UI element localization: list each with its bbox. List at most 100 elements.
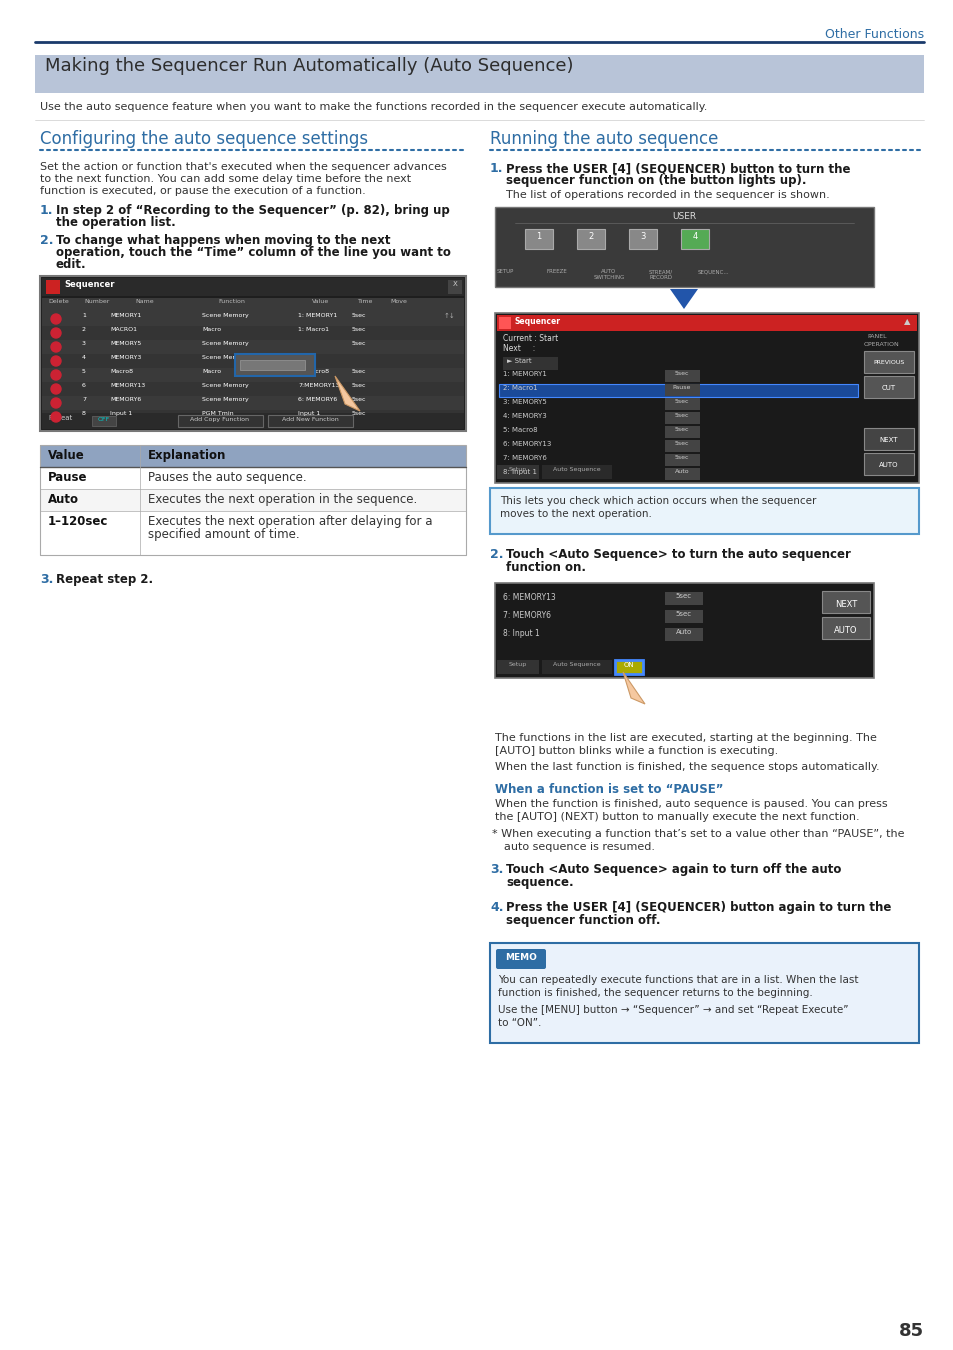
Text: 5sec: 5sec [352,327,366,332]
Text: Macro: Macro [202,369,221,374]
Text: Making the Sequencer Run Automatically (Auto Sequence): Making the Sequencer Run Automatically (… [45,57,573,76]
Bar [502,356,558,370]
Text: You can repeatedly execute functions that are in a list. When the last: You can repeatedly execute functions tha… [497,975,858,985]
Text: 1: Macro1: 1: Macro1 [297,327,329,332]
Text: 6: 6 [82,383,86,387]
Bar [91,416,116,427]
Text: function is finished, the sequencer returns to the beginning.: function is finished, the sequencer retu… [497,988,812,998]
Text: sequence.: sequence. [505,876,573,890]
Text: 1.: 1. [40,204,53,217]
Text: Move: Move [390,298,406,304]
Text: Repeat step 2.: Repeat step 2. [56,572,153,586]
Text: 5sec: 5sec [352,369,366,374]
Text: Value: Value [312,298,329,304]
Text: ► Start: ► Start [506,358,531,364]
Text: 1–120sec: 1–120sec [48,514,109,528]
Text: 1: 1 [82,313,86,319]
Text: Set the action or function that's executed when the sequencer advances: Set the action or function that's execut… [40,162,446,171]
Text: When the function is finished, auto sequence is paused. You can press: When the function is finished, auto sequ… [495,799,886,809]
Text: 5sec: 5sec [674,441,688,446]
Text: Sequencer: Sequencer [515,317,560,325]
Text: Scene Memory: Scene Memory [202,355,249,360]
Bar [234,354,314,377]
Bar [497,464,538,479]
Text: 2: 2 [82,327,86,332]
Bar [821,591,869,613]
Text: to “ON”.: to “ON”. [497,1018,540,1027]
Text: FREEZE: FREEZE [546,269,567,274]
Circle shape [51,383,61,394]
Text: Configuring the auto sequence settings: Configuring the auto sequence settings [40,130,368,148]
Text: This lets you check which action occurs when the sequencer: This lets you check which action occurs … [499,495,816,506]
Text: Number: Number [84,298,110,304]
Text: 4: MEMORY3: 4: MEMORY3 [502,413,546,418]
Text: Pauses the auto sequence.: Pauses the auto sequence. [148,471,306,485]
Bar [664,383,700,396]
Text: 1.: 1. [490,162,503,176]
Text: Auto: Auto [48,493,79,506]
Text: OFF: OFF [98,417,110,423]
Bar [498,317,511,329]
Bar [42,312,463,325]
Text: Time: Time [357,298,373,304]
Text: AUTO
SWITCHING: AUTO SWITCHING [593,269,624,279]
Bar [490,944,918,1044]
Text: MACRO1: MACRO1 [110,327,137,332]
Text: 3.: 3. [490,863,503,876]
Bar [541,660,612,674]
Text: 3: 3 [639,232,645,242]
Text: AUTO: AUTO [833,626,857,634]
Text: Sequencer: Sequencer [64,279,114,289]
Bar [497,660,538,674]
Bar [541,464,612,479]
Text: 4: 4 [692,232,697,242]
Circle shape [51,315,61,324]
Text: 5: Macro8: 5: Macro8 [502,427,537,433]
Text: 7: MEMORY6: 7: MEMORY6 [502,612,551,620]
Text: Press the USER [4] (SEQUENCER) button again to turn the: Press the USER [4] (SEQUENCER) button ag… [505,900,890,914]
Bar [42,340,463,354]
Bar [863,377,913,398]
Bar [42,396,463,410]
Text: Auto: Auto [675,629,691,634]
Bar [664,593,702,605]
Circle shape [51,398,61,408]
Text: MEMORY1: MEMORY1 [110,313,141,319]
Text: 2.: 2. [490,548,503,562]
Text: 5sec: 5sec [674,427,688,432]
Text: The list of operations recorded in the sequencer is shown.: The list of operations recorded in the s… [505,190,829,200]
Text: SETUP: SETUP [496,269,513,274]
Text: the operation list.: the operation list. [56,216,175,230]
Text: 5sec: 5sec [674,455,688,460]
Circle shape [51,412,61,423]
Bar [664,440,700,452]
Text: Add New Function: Add New Function [281,417,338,423]
Text: 5sec: 5sec [352,397,366,402]
Bar [40,446,465,467]
Text: Explanation: Explanation [148,450,226,462]
Bar [42,369,463,382]
Text: 5sec: 5sec [352,313,366,319]
Text: function is executed, or pause the execution of a function.: function is executed, or pause the execu… [40,186,365,196]
Bar [664,398,700,410]
Text: 2.: 2. [40,234,53,247]
Text: to the next function. You can add some delay time before the next: to the next function. You can add some d… [40,174,411,184]
Text: Use the auto sequence feature when you want to make the functions recorded in th: Use the auto sequence feature when you w… [40,103,706,112]
Text: sequencer function off.: sequencer function off. [505,914,659,927]
Bar [40,512,465,555]
Bar [46,279,60,294]
Text: 3.: 3. [40,572,53,586]
Text: 5sec: 5sec [352,342,366,346]
Text: CUT: CUT [881,385,895,391]
Bar [40,489,465,512]
Bar [863,351,913,373]
Text: 2: Macro1: 2: Macro1 [502,385,537,391]
Text: MEMORY6: MEMORY6 [110,397,141,402]
FancyBboxPatch shape [496,949,545,969]
Text: Macro: Macro [202,327,221,332]
Text: 5sec: 5sec [674,371,688,377]
Text: 1: 1 [536,232,541,242]
Text: SEQUENC...: SEQUENC... [697,269,728,274]
Text: Touch <Auto Sequence> to turn the auto sequencer: Touch <Auto Sequence> to turn the auto s… [505,548,850,562]
Bar [35,55,923,93]
